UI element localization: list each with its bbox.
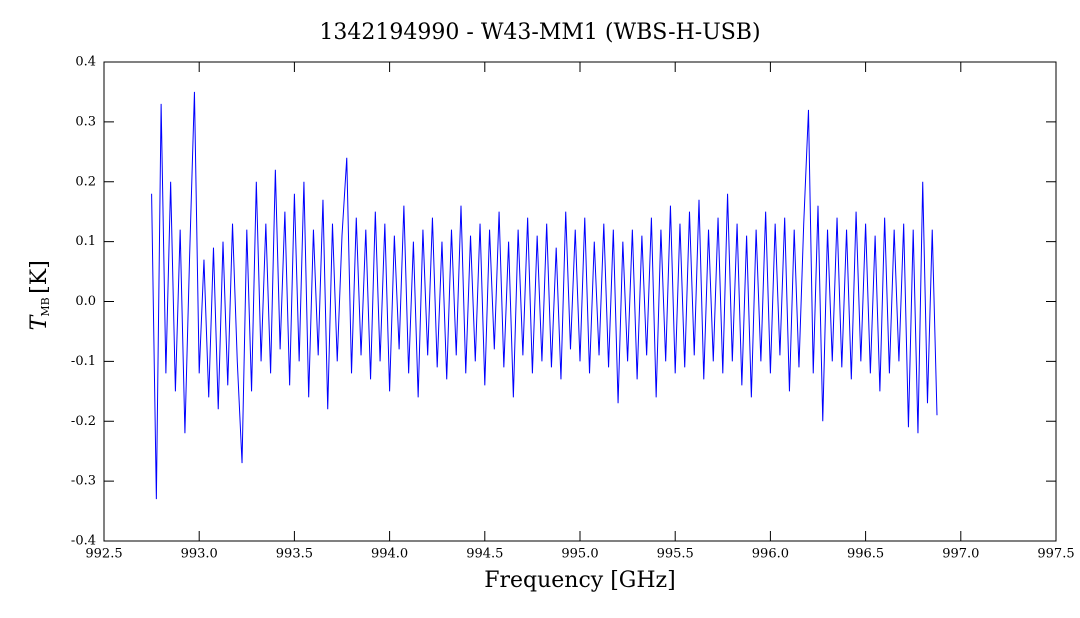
x-tick-label: 996.5 <box>847 547 884 562</box>
x-tick-label: 995.0 <box>561 547 598 562</box>
y-tick-label: 0.3 <box>75 114 96 129</box>
y-label-unit: [K] <box>27 260 52 294</box>
x-tick-label: 993.0 <box>181 547 218 562</box>
plot-frame <box>103 61 1057 542</box>
chart-title: 1342194990 - W43-MM1 (WBS-H-USB) <box>319 20 760 45</box>
x-tick-label: 995.5 <box>657 547 694 562</box>
x-tick-label: 994.5 <box>466 547 503 562</box>
y-axis-label: T MB [K] <box>27 260 52 330</box>
y-tick-label: 0.1 <box>75 234 96 249</box>
x-tick-label: 996.0 <box>752 547 789 562</box>
y-tick-label: -0.4 <box>71 534 96 549</box>
x-tick-label: 997.5 <box>1037 547 1074 562</box>
y-tick-label: -0.3 <box>71 474 96 489</box>
x-axis-label: Frequency [GHz] <box>484 568 676 593</box>
x-tick-label: 997.0 <box>942 547 979 562</box>
y-tick-label: -0.1 <box>71 354 96 369</box>
x-tick-label: 993.5 <box>276 547 313 562</box>
y-tick-label: 0.0 <box>75 294 96 309</box>
y-tick-label: 0.4 <box>75 55 96 70</box>
y-label-symbol: T <box>27 313 52 330</box>
x-tick-label: 992.5 <box>85 547 122 562</box>
y-tick-label: 0.2 <box>75 174 96 189</box>
spectrum-line <box>151 91 938 500</box>
y-label-subscript: MB <box>39 297 52 316</box>
y-tick-label: -0.2 <box>71 414 96 429</box>
x-tick-label: 994.0 <box>371 547 408 562</box>
